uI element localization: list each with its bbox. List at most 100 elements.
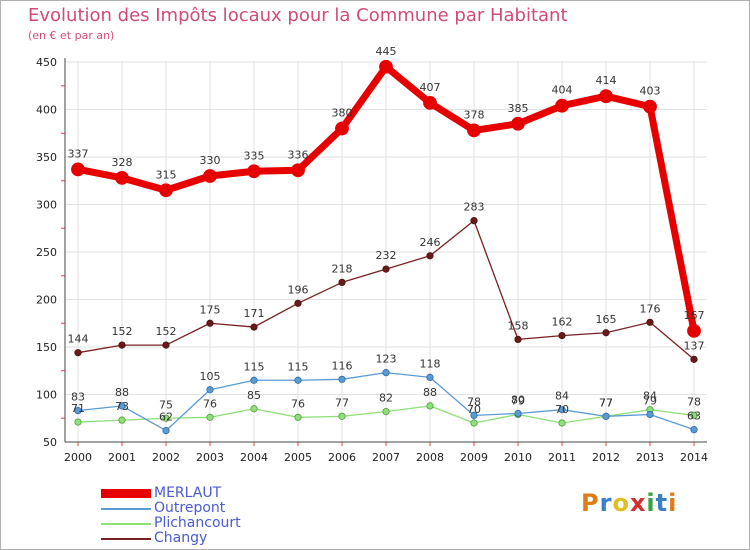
data-label-outrepont: 79 [643,394,657,407]
data-point-merlaut [423,95,437,110]
x-tick-label: 2002 [152,451,180,464]
data-point-changy [470,217,478,225]
data-point-merlaut [159,183,173,198]
data-label-merlaut: 330 [200,154,221,167]
data-point-merlaut [291,163,305,178]
x-tick-label: 2004 [240,451,268,464]
data-point-merlaut [335,121,349,136]
data-point-plichancourt [558,419,566,427]
data-point-plichancourt [74,418,82,426]
legend-swatch-plichancourt [101,523,151,525]
logo-letter: r [599,489,613,517]
y-tick-label: 150 [36,341,57,354]
data-label-merlaut: 385 [508,102,529,115]
data-point-merlaut [687,323,701,338]
data-point-outrepont [118,402,126,410]
data-point-plichancourt [426,402,434,410]
data-label-changy: 171 [244,307,265,320]
data-point-outrepont [338,375,346,383]
data-point-changy [602,329,610,337]
data-label-merlaut: 315 [156,168,177,181]
data-label-merlaut: 335 [244,149,265,162]
data-point-plichancourt [382,407,390,416]
data-label-outrepont: 116 [332,359,353,372]
legend-swatch-outrepont [101,508,151,510]
data-label-merlaut: 414 [596,74,617,87]
x-tick-label: 2006 [328,451,356,464]
data-point-outrepont [426,373,434,381]
data-point-changy [162,341,170,349]
logo-letter: x [629,489,647,517]
data-point-plichancourt [250,405,258,413]
data-point-outrepont [162,426,170,435]
data-label-merlaut: 380 [332,107,353,120]
data-label-outrepont: 78 [467,395,481,408]
data-label-plichancourt: 75 [159,398,173,411]
data-label-merlaut: 336 [288,148,309,161]
data-point-merlaut [467,123,481,138]
data-point-plichancourt [118,416,126,424]
data-label-changy: 176 [640,302,661,315]
data-point-merlaut [599,89,613,104]
logo-letter: t [655,489,669,517]
data-point-merlaut [643,99,657,114]
data-label-changy: 162 [552,316,573,329]
data-label-plichancourt: 85 [247,389,261,402]
data-point-outrepont [382,369,390,377]
x-tick-label: 2009 [460,451,488,464]
data-point-outrepont [294,376,302,384]
data-point-outrepont [470,411,478,419]
x-tick-label: 2001 [108,451,136,464]
chart-title: Evolution des Impôts locaux pour la Comm… [28,5,568,26]
legend-swatch-merlaut [101,489,151,498]
y-tick-label: 250 [36,246,57,259]
data-point-changy [118,341,126,349]
data-label-merlaut: 403 [640,85,661,98]
data-label-outrepont: 84 [555,390,569,403]
data-point-changy [558,331,566,340]
data-point-outrepont [558,406,566,414]
data-point-outrepont [514,409,522,418]
legend-label-outrepont: Outrepont [154,500,226,516]
y-tick-label: 300 [36,199,57,212]
data-point-plichancourt [690,411,698,419]
data-label-merlaut: 407 [420,81,441,94]
x-tick-label: 2013 [636,451,664,464]
data-label-outrepont: 115 [244,360,265,373]
y-tick-label: 200 [36,294,57,307]
data-label-plichancourt: 70 [555,403,569,416]
x-tick-label: 2011 [548,451,576,464]
data-point-changy [74,349,82,357]
data-label-changy: 152 [112,325,133,338]
data-label-outrepont: 115 [288,360,309,373]
x-tick-label: 2003 [196,451,224,464]
data-label-plichancourt: 71 [71,402,85,415]
chart-subtitle: (en € et par an) [28,29,115,42]
data-label-outrepont: 77 [599,396,613,409]
data-label-changy: 175 [200,303,221,316]
data-label-changy: 232 [376,249,397,262]
data-label-merlaut: 328 [112,156,133,169]
data-label-outrepont: 123 [376,353,397,366]
data-label-merlaut: 167 [684,309,705,322]
proxiti-logo: Proxiti [581,489,677,517]
legend-label-merlaut: MERLAUT [154,485,222,501]
data-point-outrepont [74,407,82,415]
logo-letter: o [612,489,630,517]
data-point-changy [206,319,214,327]
data-point-merlaut [115,170,129,185]
y-tick-label: 100 [36,389,57,402]
data-point-plichancourt [338,412,346,420]
logo-letter: P [581,489,600,517]
data-point-merlaut [247,164,261,179]
data-label-changy: 137 [684,339,705,352]
x-tick-label: 2008 [416,451,444,464]
data-label-plichancourt: 73 [115,400,129,413]
x-tick-label: 2007 [372,451,400,464]
data-point-outrepont [602,412,610,420]
data-point-merlaut [379,59,393,74]
data-label-merlaut: 337 [68,147,89,160]
x-tick-label: 2012 [592,451,620,464]
